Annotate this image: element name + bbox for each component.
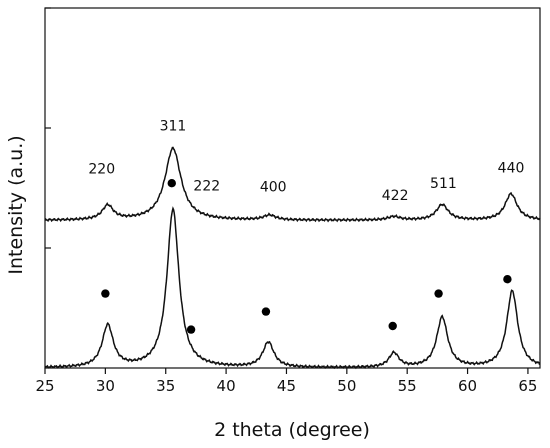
x-tick-label: 45 [277,377,296,395]
phase-marker-dot [434,289,443,298]
phase-marker-dot [186,325,196,334]
peak-label: 220 [88,162,115,178]
y-axis-title: Intensity (a.u.) [5,135,27,274]
x-tick-label: 60 [458,377,477,395]
phase-marker-dot [388,321,397,331]
plot-area: 25 30 35 40 45 50 55 60 65 220 311 222 400 422 511 440 [35,7,541,395]
peak-label: 511 [430,176,457,192]
phase-marker-dot [167,179,176,188]
plot-frame [44,7,541,369]
x-tick-label: 35 [156,377,175,395]
x-tick-label: 65 [518,377,537,395]
peak-label: 422 [382,188,409,204]
phase-marker-dot [101,289,110,298]
peak-label: 400 [260,180,287,196]
x-tick-label: 25 [35,377,54,395]
phase-marker-dot [261,307,271,316]
x-tick-label: 50 [337,377,356,395]
peak-label: 440 [498,160,525,176]
x-tick-label: 40 [217,377,236,395]
peak-label: 311 [160,118,187,134]
bottom-pattern-line [44,206,541,370]
x-axis-title: 2 theta (degree) [214,419,370,441]
x-tick-label: 55 [398,377,417,395]
phase-marker-dot [503,275,512,284]
top-pattern-line [44,146,541,223]
peak-label: 222 [193,178,220,194]
x-tick-label: 30 [96,377,115,395]
